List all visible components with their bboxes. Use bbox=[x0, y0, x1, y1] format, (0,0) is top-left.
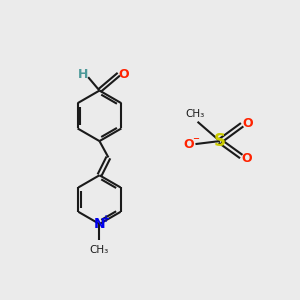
Text: CH₃: CH₃ bbox=[185, 109, 204, 119]
Text: O: O bbox=[119, 68, 130, 81]
Text: S: S bbox=[214, 132, 226, 150]
Text: H: H bbox=[78, 68, 88, 81]
Text: −: − bbox=[192, 134, 199, 143]
Text: +: + bbox=[102, 214, 110, 224]
Text: O: O bbox=[241, 152, 252, 164]
Text: O: O bbox=[242, 117, 253, 130]
Text: N: N bbox=[94, 217, 105, 231]
Text: CH₃: CH₃ bbox=[90, 245, 109, 255]
Text: O: O bbox=[184, 138, 194, 151]
